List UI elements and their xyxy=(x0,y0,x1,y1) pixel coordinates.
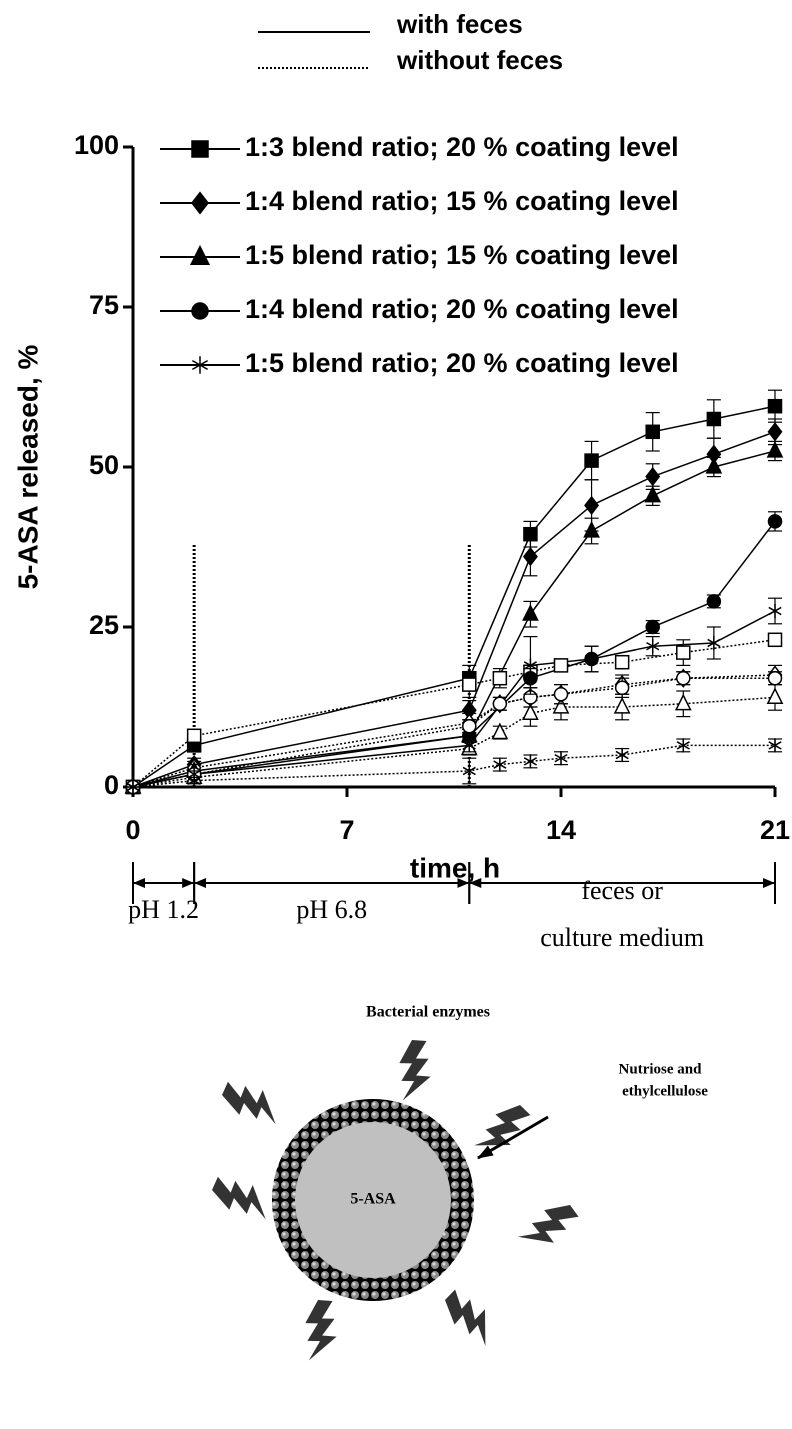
marker xyxy=(462,718,477,734)
core xyxy=(295,1122,451,1278)
marker xyxy=(126,779,140,795)
coating-arrow xyxy=(477,1115,549,1160)
marker xyxy=(522,604,539,621)
y-tick-label: 50 xyxy=(89,450,119,480)
coating-label: Nutriose and xyxy=(619,1061,703,1077)
marker xyxy=(768,738,782,753)
marker xyxy=(768,603,782,619)
marker xyxy=(645,466,661,487)
enzyme-bolt xyxy=(216,1069,288,1137)
marker xyxy=(613,696,631,714)
phase-label: pH 1.2 xyxy=(128,895,199,924)
x-tick-label: 7 xyxy=(339,815,354,845)
marker xyxy=(492,696,508,712)
coating-label: ethylcellulose xyxy=(622,1083,708,1099)
series-line xyxy=(132,677,775,788)
series-line xyxy=(132,610,776,788)
y-axis-label: 5-ASA released, % xyxy=(12,344,43,589)
marker xyxy=(676,738,690,753)
legend-label: without feces xyxy=(396,45,563,75)
enzyme-bolt xyxy=(512,1199,585,1254)
marker xyxy=(186,728,202,744)
phase-label: feces or xyxy=(581,876,663,905)
marker xyxy=(552,696,570,714)
marker xyxy=(614,654,630,670)
legend-label: 1:4 blend ratio; 15 % coating level xyxy=(245,186,679,216)
marker xyxy=(767,632,783,648)
marker xyxy=(645,424,660,440)
marker xyxy=(766,440,784,458)
marker xyxy=(191,302,209,320)
marker xyxy=(674,693,692,711)
x-tick-label: 14 xyxy=(546,815,576,845)
marker xyxy=(585,651,599,667)
marker xyxy=(492,670,508,686)
marker xyxy=(493,757,507,772)
y-tick-label: 100 xyxy=(74,130,119,160)
y-tick-label: 0 xyxy=(104,770,119,800)
marker xyxy=(644,485,662,503)
marker xyxy=(191,191,209,215)
enzyme-bolt xyxy=(293,1294,348,1367)
marker xyxy=(554,751,568,766)
series-line xyxy=(132,431,776,788)
marker xyxy=(767,670,783,686)
marker xyxy=(676,670,691,686)
series-line xyxy=(132,639,776,788)
marker xyxy=(523,754,537,769)
marker xyxy=(522,546,538,567)
marker xyxy=(584,495,600,516)
series-line xyxy=(132,450,776,788)
marker xyxy=(766,687,784,704)
enzyme-bolt xyxy=(206,1164,278,1232)
x-tick-label: 0 xyxy=(125,815,140,845)
series-line xyxy=(132,405,776,788)
legend-label: 1:3 blend ratio; 20 % coating level xyxy=(245,132,679,162)
marker xyxy=(646,639,660,654)
marker xyxy=(523,658,537,673)
enzyme-bolt xyxy=(387,1034,442,1107)
marker xyxy=(645,619,660,635)
marker xyxy=(583,520,600,538)
marker xyxy=(707,635,721,651)
marker xyxy=(705,456,723,474)
marker xyxy=(553,658,569,673)
marker xyxy=(522,703,539,720)
marker xyxy=(191,140,209,158)
marker xyxy=(192,356,208,374)
marker xyxy=(706,594,722,609)
marker xyxy=(187,773,201,788)
legend-label: 1:4 blend ratio; 20 % coating level xyxy=(245,294,679,324)
marker xyxy=(706,411,722,427)
marker xyxy=(767,422,783,442)
marker xyxy=(462,738,476,753)
x-axis-label: time, h xyxy=(410,852,500,883)
marker xyxy=(491,722,509,740)
marker xyxy=(462,763,476,779)
marker xyxy=(615,747,629,763)
marker xyxy=(767,398,783,414)
series-line xyxy=(132,674,776,788)
marker xyxy=(584,453,599,468)
marker xyxy=(189,244,211,265)
y-tick-label: 25 xyxy=(89,610,119,640)
legend-label: with feces xyxy=(396,9,523,39)
marker xyxy=(553,686,569,702)
core-label: 5-ASA xyxy=(350,1191,396,1208)
phase-label: pH 6.8 xyxy=(296,895,367,924)
series-line xyxy=(132,744,775,788)
marker xyxy=(767,514,783,529)
legend-label: 1:5 blend ratio; 20 % coating level xyxy=(245,348,679,378)
marker xyxy=(614,680,630,696)
marker xyxy=(462,677,477,692)
enzyme-bolt xyxy=(439,1281,501,1354)
legend-label: 1:5 blend ratio; 15 % coating level xyxy=(245,240,679,270)
phase-label: culture medium xyxy=(540,923,704,952)
particle-diagram: Bacterial enzymes 5-ASA Nutriose and eth… xyxy=(206,1004,708,1367)
marker xyxy=(676,645,691,660)
diagram-title: Bacterial enzymes xyxy=(366,1004,490,1021)
y-tick-label: 75 xyxy=(89,290,119,320)
x-tick-label: 21 xyxy=(760,815,790,845)
